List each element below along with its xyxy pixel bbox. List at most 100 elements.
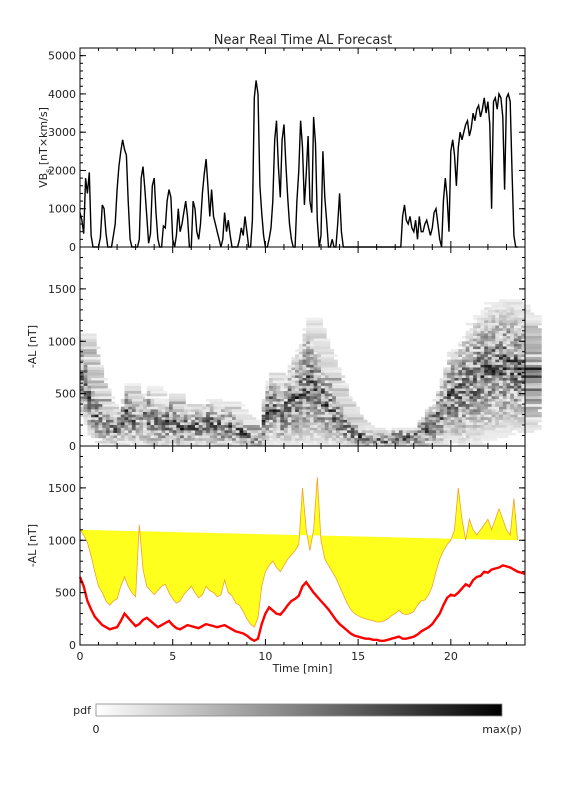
pdf-cell <box>525 322 542 326</box>
pdf-cell <box>150 391 168 394</box>
x-tick-label: 0 <box>77 650 84 663</box>
pdf-cell <box>169 396 186 399</box>
pdf-cell <box>491 307 509 310</box>
forecast-median-line <box>78 564 526 643</box>
y-tick-label: 1000 <box>48 534 76 547</box>
pdf-cell <box>169 393 186 397</box>
pdf-cell <box>324 377 342 381</box>
pdf-cell <box>80 336 97 339</box>
pdf-cell <box>206 398 223 402</box>
pdf-cell <box>309 328 327 331</box>
pdf-cell <box>525 346 542 350</box>
pdf-cell <box>172 404 190 407</box>
pdf-cell <box>124 388 142 391</box>
pdf-cell <box>98 401 116 405</box>
pdf-cell <box>313 346 331 350</box>
pdf-cell <box>525 330 542 334</box>
pdf-cell <box>172 406 190 410</box>
y-tick-label: 0 <box>69 241 76 254</box>
pdf-cell <box>124 385 142 389</box>
pdf-cell <box>243 425 260 428</box>
pdf-cell <box>328 375 346 378</box>
pdf-cell <box>128 393 145 397</box>
pdf-cell <box>332 388 349 391</box>
pdf-cell <box>324 370 342 373</box>
pdf-cell <box>521 325 538 329</box>
pdf-cell <box>484 430 501 433</box>
pdf-cell <box>332 383 349 386</box>
pdf-cell <box>525 375 542 378</box>
pdf-cell <box>525 385 542 389</box>
pdf-cell <box>94 393 112 397</box>
pdf-cell <box>525 393 542 397</box>
pdf-cell <box>443 438 461 441</box>
pdf-cell <box>83 357 101 360</box>
pdf-cell <box>87 380 105 384</box>
pdf-cell <box>525 338 542 342</box>
pdf-cell <box>332 385 349 389</box>
pdf-cell <box>525 349 542 352</box>
pdf-cell <box>80 333 97 336</box>
y-tick-label: 1000 <box>48 335 76 348</box>
pdf-cell <box>243 422 260 425</box>
pdf-cell <box>525 357 542 360</box>
pdf-cell <box>131 401 149 405</box>
pdf-cell <box>98 396 116 399</box>
y-tick-label: 1000 <box>48 203 76 216</box>
pdf-cell <box>91 383 108 386</box>
colorbar-label: pdf <box>73 704 92 717</box>
pdf-cell <box>243 419 260 423</box>
pdf-cell <box>306 322 323 326</box>
x-tick-label: 20 <box>444 650 458 663</box>
pdf-cell <box>447 440 464 444</box>
pdf-cell <box>491 435 509 439</box>
pdf-cell <box>321 362 338 365</box>
pdf-cell <box>306 443 323 446</box>
pdf-cell <box>525 372 542 376</box>
pdf-cell <box>131 398 149 402</box>
pdf-cell <box>235 414 253 418</box>
pdf-cell <box>332 391 349 394</box>
x-tick-label: 15 <box>351 650 365 663</box>
y-tick-label: 1500 <box>48 283 76 296</box>
pdf-cell <box>525 362 542 365</box>
pdf-cell <box>91 377 108 381</box>
pdf-cell <box>287 443 305 446</box>
forecast-band-fill <box>80 477 518 628</box>
pdf-cell <box>313 341 331 344</box>
pdf-cell <box>525 396 542 399</box>
pdf-cell <box>525 398 542 402</box>
pdf-cell <box>328 380 346 384</box>
pdf-cell <box>172 409 190 412</box>
pdf-cell <box>232 409 249 412</box>
pdf-cell <box>80 351 97 355</box>
pdf-cell <box>102 404 119 407</box>
pdf-cell <box>324 367 342 370</box>
y-tick-label: 5000 <box>48 50 76 63</box>
x-axis-label: Time [min] <box>272 662 333 675</box>
pdf-cell <box>376 430 394 433</box>
panel-forecast-band: 0 500 1000 1500 0 5 10 15 20 -AL [nT] Time [min] <box>26 445 526 675</box>
pdf-cell <box>317 357 334 360</box>
pdf-cell <box>232 412 249 415</box>
panel-pdf-heatmap: 0 500 1000 1500 -AL [nT] <box>26 246 542 453</box>
pdf-cell <box>306 320 323 323</box>
pdf-cell <box>321 359 338 363</box>
pdf-cell <box>343 406 360 410</box>
pdf-cell <box>272 377 290 381</box>
pdf-cell <box>525 351 542 355</box>
pdf-cell <box>83 354 101 357</box>
pdf-cell <box>480 438 498 441</box>
pdf-cell <box>525 388 542 391</box>
pdf-cell <box>521 409 538 412</box>
pdf-cell <box>525 404 542 407</box>
pdf-cell <box>269 372 286 376</box>
pdf-cell <box>525 336 542 339</box>
pdf-cell <box>324 372 342 376</box>
pdf-cell <box>525 359 542 363</box>
colorbar-bar <box>95 703 503 717</box>
y-axis-label: VBs [nT×km/s] <box>37 107 53 188</box>
pdf-cell <box>484 302 501 305</box>
pdf-cell <box>309 333 327 336</box>
